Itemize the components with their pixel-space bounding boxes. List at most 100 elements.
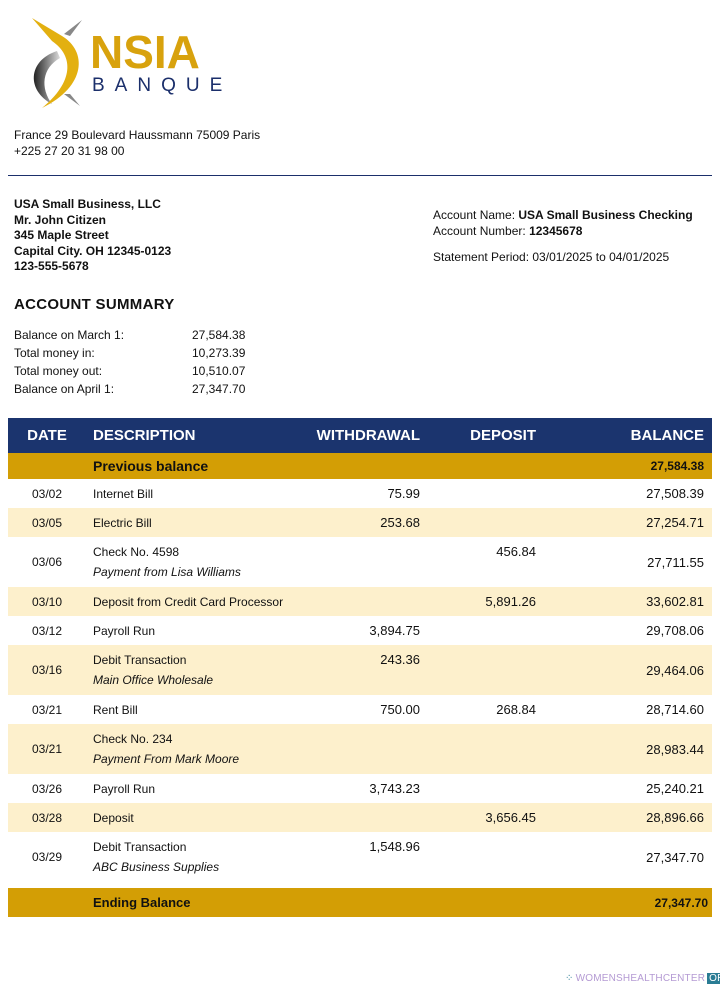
deposit-cell [448, 832, 578, 882]
summary-label: Balance on April 1: [14, 382, 115, 396]
withdrawal-cell [316, 724, 448, 774]
withdrawal-cell: 243.36 [316, 645, 448, 695]
withdrawal-cell [316, 803, 448, 832]
balance-cell: 28,714.60 [646, 702, 704, 717]
description-cell: Electric Bill [86, 508, 317, 537]
description-cell: Check No. 234 Payment From Mark Moore [86, 724, 317, 774]
ending-balance-label: Ending Balance [86, 888, 317, 917]
balance-cell: 25,240.21 [646, 781, 704, 796]
previous-balance: 27,584.38 [578, 453, 712, 479]
column-header: WITHDRAWAL [316, 418, 448, 453]
summary-row: Total money in: 10,273.39 [14, 344, 245, 362]
table-row: 03/26 Payroll Run 3,743.23 25,240.21 [8, 774, 712, 803]
description: Electric Bill [93, 515, 152, 530]
column-header: DESCRIPTION [86, 418, 317, 453]
balance-cell: 27,508.39 [646, 486, 704, 501]
balance-cell: 28,896.66 [578, 803, 712, 832]
column-header: BALANCE [578, 418, 712, 453]
date-cell: 03/05 [8, 508, 86, 537]
description: Internet Bill [93, 486, 154, 501]
watermark: ⁘WOMENSHEALTHCENTERORG [565, 973, 720, 984]
date-cell: 03/29 [31, 850, 63, 864]
description: Check No. 234 [93, 732, 173, 746]
account-info: Account Name: USA Small Business Checkin… [433, 208, 693, 264]
table-row: 03/05 Electric Bill 253.68 27,254.71 [8, 508, 712, 537]
balance-cell: 27,254.71 [578, 508, 712, 537]
deposit-cell: 5,891.26 [448, 587, 578, 616]
description-detail: ABC Business Supplies [93, 860, 220, 874]
date-cell: 03/16 [8, 645, 86, 695]
description: Rent Bill [93, 702, 138, 717]
description-cell: Payroll Run [86, 774, 317, 803]
table-row: 03/29 Debit Transaction ABC Business Supp… [8, 832, 712, 882]
balance-cell: 29,708.06 [646, 623, 704, 638]
description: Check No. 4598 [93, 545, 180, 559]
table-row: 03/28 Deposit 3,656.45 28,896.66 [8, 803, 712, 832]
deposit-cell: 3,656.45 [448, 803, 578, 832]
table-row: 03/21 Check No. 234 Payment From Mark Moo… [8, 724, 712, 774]
withdrawal-cell: 253.68 [316, 508, 448, 537]
svg-text:BANQUE: BANQUE [92, 75, 232, 96]
summary-value: 27,347.70 [192, 382, 246, 396]
description: Debit Transaction [93, 840, 187, 854]
balance-cell: 33,602.81 [578, 587, 712, 616]
balance-cell: 28,983.44 [578, 724, 712, 774]
description: Deposit from Credit Card Processor [93, 594, 284, 609]
table-row: 03/16 Debit Transaction Main Office Whole… [8, 645, 712, 695]
description-detail: Payment from Lisa Williams [93, 565, 241, 579]
column-header: DEPOSIT [448, 418, 578, 453]
balance-cell: 29,464.06 [578, 645, 712, 695]
description-detail: Payment From Mark Moore [93, 752, 240, 766]
summary-value: 27,584.38 [192, 328, 246, 342]
withdrawal-cell: 75.99 [387, 486, 420, 501]
bank-address: France 29 Boulevard Haussmann 75009 Pari… [14, 128, 261, 158]
summary-label: Balance on March 1: [14, 328, 125, 342]
svg-text:NSIA: NSIA [90, 26, 200, 78]
withdrawal-cell: 3,894.75 [369, 623, 420, 638]
date-cell: 03/12 [31, 623, 63, 638]
summary-row: Balance on March 1: 27,584.38 [14, 326, 245, 344]
description: Deposit [93, 810, 134, 825]
description: Payroll Run [93, 781, 156, 796]
summary-title: ACCOUNT SUMMARY [14, 296, 175, 313]
summary-label: Total money in: [14, 346, 95, 360]
withdrawal-cell: 1,548.96 [369, 839, 420, 854]
withdrawal-cell: 750.00 [380, 702, 420, 717]
summary-label: Total money out: [14, 364, 103, 378]
summary-value: 10,273.39 [192, 346, 246, 360]
date-cell: 03/26 [31, 781, 63, 796]
deposit-cell [448, 508, 578, 537]
description-cell: Deposit [86, 803, 317, 832]
summary-value: 10,510.07 [192, 364, 246, 378]
previous-balance-label: Previous balance [86, 453, 317, 479]
table-row: 03/10 Deposit from Credit Card Processor… [8, 587, 712, 616]
date-cell: 03/28 [8, 803, 86, 832]
customer-address: USA Small Business, LLC Mr. John Citizen 3… [14, 197, 172, 273]
deposit-cell [448, 479, 578, 508]
ending-balance-row: Ending Balance 27,347.70 [8, 888, 712, 917]
deposit-cell: 456.84 [496, 544, 536, 559]
table-row: 03/21 Rent Bill 750.00 268.84 28,714.60 [8, 695, 712, 724]
deposit-cell [448, 645, 578, 695]
table-row: 03/06 Check No. 4598 Payment from Lisa Wi… [8, 537, 712, 587]
description-cell: Debit Transaction ABC Business Supplies [86, 832, 317, 882]
summary-row: Total money out: 10,510.07 [14, 362, 245, 380]
description-cell: Payroll Run [86, 616, 317, 645]
date-cell: 03/10 [8, 587, 86, 616]
account-summary: Balance on March 1: 27,584.38 Total money … [14, 326, 245, 398]
previous-balance-row: Previous balance 27,584.38 [8, 453, 712, 479]
description-detail: Main Office Wholesale [93, 673, 214, 687]
deposit-cell [448, 774, 578, 803]
divider [8, 175, 712, 176]
balance-cell: 27,347.70 [646, 849, 704, 865]
description-cell: Rent Bill [86, 695, 317, 724]
withdrawal-cell: 3,743.23 [369, 781, 420, 796]
description: Debit Transaction [93, 653, 187, 667]
withdrawal-cell [316, 587, 448, 616]
description-cell: Internet Bill [86, 479, 317, 508]
description-cell: Deposit from Credit Card Processor [86, 587, 317, 616]
date-cell: 03/06 [31, 555, 63, 569]
withdrawal-cell [317, 537, 448, 587]
date-cell: 03/02 [31, 486, 63, 501]
bank-logo: NSIA BANQUE [22, 16, 252, 111]
